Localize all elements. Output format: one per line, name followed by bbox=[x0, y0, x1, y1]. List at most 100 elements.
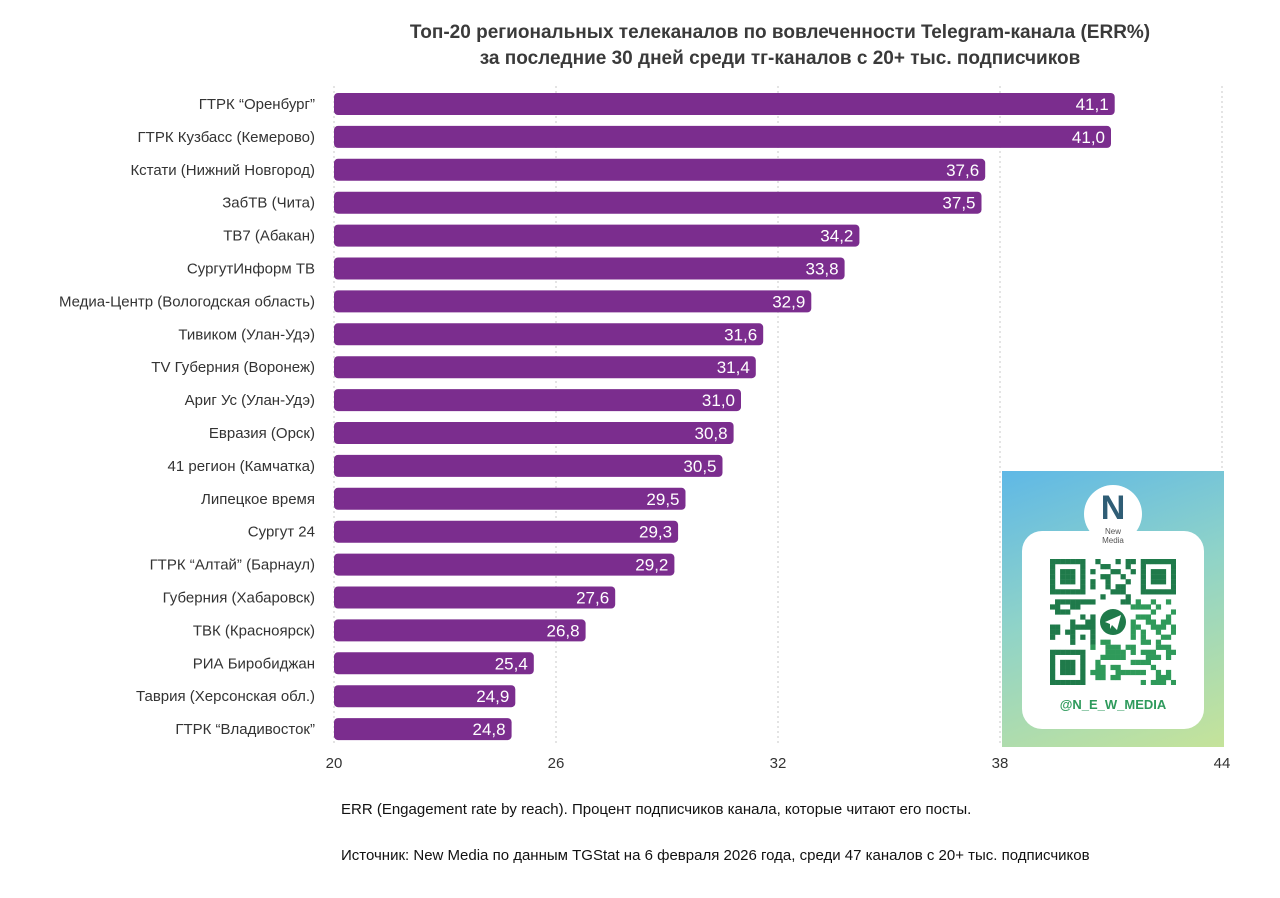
qr-module bbox=[1165, 614, 1172, 620]
logo-letter: N bbox=[1100, 489, 1126, 527]
qr-module bbox=[1075, 604, 1081, 610]
category-label: ТВ7 (Абакан) bbox=[223, 228, 315, 245]
value-label: 31,6 bbox=[724, 325, 757, 344]
qr-module bbox=[1105, 574, 1111, 580]
bar bbox=[334, 553, 675, 576]
qr-module bbox=[1145, 559, 1151, 565]
qr-code[interactable] bbox=[1050, 559, 1176, 685]
qr-module bbox=[1050, 624, 1056, 630]
qr-module bbox=[1115, 569, 1121, 575]
qr-module bbox=[1110, 569, 1116, 575]
category-label: TV Губерния (Воронеж) bbox=[151, 359, 315, 376]
qr-module bbox=[1080, 649, 1086, 655]
qr-module bbox=[1150, 679, 1157, 685]
qr-module bbox=[1070, 669, 1076, 676]
qr-module bbox=[1165, 649, 1172, 655]
qr-module bbox=[1080, 659, 1086, 666]
qr-module bbox=[1065, 679, 1071, 685]
bar bbox=[334, 422, 734, 444]
qr-module bbox=[1140, 669, 1146, 676]
qr-module bbox=[1115, 644, 1121, 650]
qr-module bbox=[1135, 614, 1141, 620]
qr-code-panel: @N_E_W_MEDIA bbox=[1022, 531, 1204, 729]
qr-module bbox=[1135, 659, 1141, 666]
qr-module bbox=[1065, 629, 1071, 635]
bar bbox=[334, 224, 860, 247]
qr-module bbox=[1155, 674, 1162, 681]
category-label: ГТРК Кузбасс (Кемерово) bbox=[138, 129, 315, 146]
qr-module bbox=[1090, 634, 1096, 640]
qr-module bbox=[1105, 564, 1111, 570]
value-label: 37,5 bbox=[942, 194, 975, 213]
qr-module bbox=[1090, 619, 1096, 625]
qr-module bbox=[1060, 669, 1066, 676]
bar bbox=[334, 191, 982, 214]
value-label: 34,2 bbox=[820, 227, 853, 246]
qr-module bbox=[1055, 589, 1061, 595]
qr-module bbox=[1110, 664, 1116, 671]
bar bbox=[334, 356, 756, 379]
qr-module bbox=[1090, 584, 1096, 590]
qr-module bbox=[1145, 589, 1151, 595]
qr-module bbox=[1140, 579, 1146, 585]
qr-module bbox=[1070, 664, 1076, 671]
qr-promo-card: @N_E_W_MEDIA N New Media bbox=[1002, 471, 1224, 747]
qr-module bbox=[1065, 669, 1071, 676]
qr-module bbox=[1080, 624, 1086, 630]
qr-module bbox=[1120, 599, 1126, 605]
qr-module bbox=[1150, 589, 1157, 595]
qr-module bbox=[1090, 624, 1096, 630]
qr-module bbox=[1060, 579, 1066, 585]
qr-module bbox=[1170, 584, 1176, 590]
qr-module bbox=[1170, 589, 1176, 595]
qr-module bbox=[1120, 654, 1126, 660]
qr-module bbox=[1150, 559, 1157, 565]
qr-module bbox=[1150, 579, 1157, 585]
qr-module bbox=[1125, 594, 1131, 600]
logo-text-media: Media bbox=[1102, 536, 1124, 545]
qr-module bbox=[1115, 669, 1121, 676]
qr-module bbox=[1090, 569, 1096, 575]
qr-module bbox=[1125, 559, 1131, 565]
qr-module bbox=[1130, 669, 1136, 676]
value-label: 41,0 bbox=[1072, 128, 1105, 147]
bar bbox=[334, 487, 686, 510]
qr-module bbox=[1065, 609, 1071, 615]
qr-module bbox=[1150, 574, 1157, 580]
value-label: 29,3 bbox=[639, 523, 672, 542]
qr-module bbox=[1065, 589, 1071, 595]
category-label: ТВК (Красноярск) bbox=[193, 622, 315, 639]
qr-module bbox=[1170, 629, 1176, 635]
qr-module bbox=[1160, 619, 1167, 625]
qr-module bbox=[1125, 644, 1131, 650]
qr-module bbox=[1080, 584, 1086, 590]
qr-module bbox=[1110, 654, 1116, 660]
qr-module bbox=[1060, 599, 1066, 605]
chart-title-line-2: за последние 30 дней среди тг-каналов с … bbox=[479, 48, 1081, 69]
bar bbox=[334, 125, 1111, 148]
qr-module bbox=[1130, 559, 1136, 565]
qr-module bbox=[1055, 599, 1061, 605]
qr-module bbox=[1140, 564, 1146, 570]
qr-module bbox=[1150, 649, 1157, 655]
qr-module bbox=[1150, 619, 1157, 625]
qr-module bbox=[1075, 649, 1081, 655]
value-label: 24,9 bbox=[476, 687, 509, 706]
qr-module bbox=[1165, 644, 1172, 650]
qr-module bbox=[1075, 599, 1081, 605]
x-tick-label: 38 bbox=[992, 755, 1009, 772]
qr-module bbox=[1070, 589, 1076, 595]
qr-module bbox=[1065, 569, 1071, 575]
category-label: Липецкое время bbox=[201, 491, 315, 508]
category-label: СургутИнформ ТВ bbox=[187, 261, 315, 278]
qr-module bbox=[1050, 649, 1056, 655]
qr-module bbox=[1080, 599, 1086, 605]
qr-module bbox=[1055, 609, 1061, 615]
qr-module bbox=[1120, 574, 1126, 580]
qr-module bbox=[1170, 649, 1176, 655]
qr-module bbox=[1065, 599, 1071, 605]
qr-module bbox=[1170, 574, 1176, 580]
bar bbox=[334, 290, 812, 313]
value-label: 29,5 bbox=[646, 490, 679, 509]
chart-title: Топ-20 региональных телеканалов по вовле… bbox=[330, 20, 1230, 72]
